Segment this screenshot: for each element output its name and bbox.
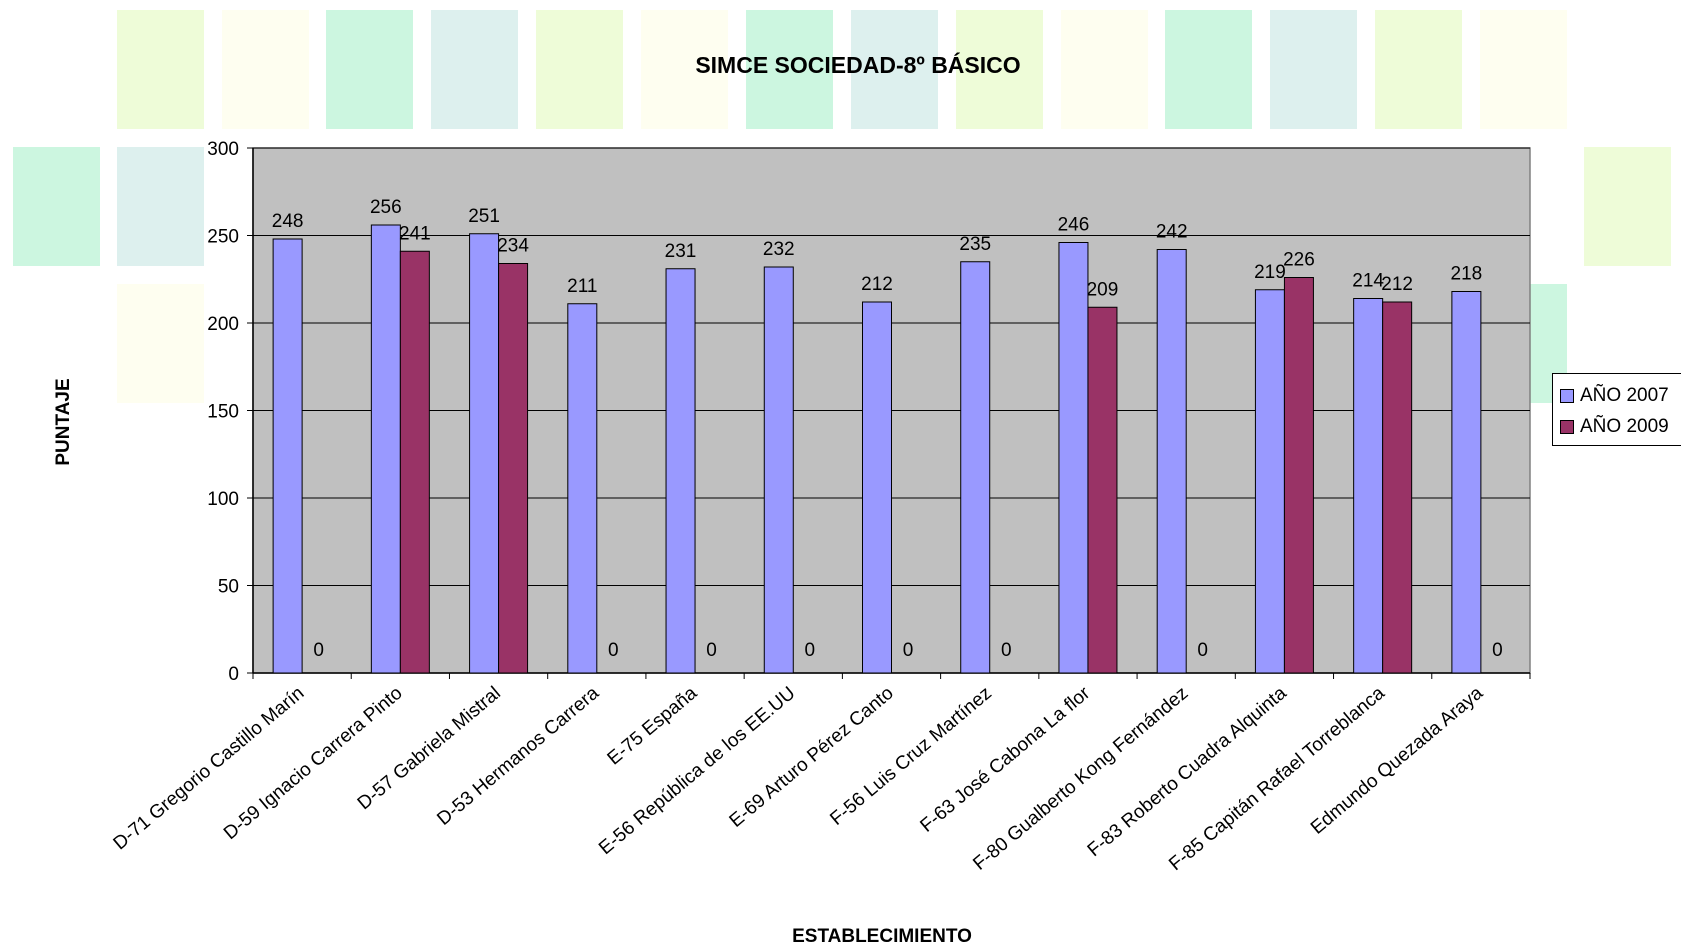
data-label: 232 [763,239,795,260]
x-tick-label: Edmundo Quezada Araya [1307,682,1488,838]
background-tile [1584,147,1671,266]
y-tick-label: 150 [207,402,239,423]
legend-label-2009: AÑO 2009 [1580,415,1669,437]
data-label: 248 [272,211,304,232]
bar-año-2009 [1382,301,1413,674]
y-tick-label: 300 [207,139,239,160]
background-tile [222,10,309,129]
bar-año-2007 [1058,242,1089,674]
background-tile [117,147,204,266]
data-label: 0 [804,640,815,661]
background-tile [851,10,938,129]
legend-label-2007: AÑO 2007 [1580,384,1669,406]
bar-año-2007 [1353,298,1384,674]
data-label: 241 [399,223,431,244]
background-tile [1165,10,1252,129]
y-tick-label: 0 [228,664,239,685]
background-tile [956,10,1043,129]
x-tick-label: D-53 Hermanos Carrera [433,682,603,829]
data-label: 0 [1001,640,1012,661]
bar-año-2007 [370,224,401,674]
bar-año-2007 [862,301,892,674]
bar-año-2007 [960,261,991,674]
x-tick-label: F-80 Gualberto Kong Fernández [969,683,1192,875]
bar-año-2007 [272,238,303,674]
data-label: 251 [468,206,500,227]
bar-año-2007 [567,303,598,674]
x-tick-label: D-71 Gregorio Castillo Marín [110,683,309,855]
data-label: 0 [1197,640,1208,661]
data-label: 212 [1381,274,1413,295]
background-tile [746,10,833,129]
legend: AÑO 2007 AÑO 2009 [1552,373,1681,446]
background-tile [13,147,100,266]
data-label: 218 [1451,264,1483,285]
data-label: 0 [608,640,619,661]
y-tick-label: 200 [207,314,239,335]
x-tick-label: E-75 España [604,682,702,769]
bar-año-2009 [498,263,529,674]
x-tick-label: D-59 Ignacio Carrera Pinto [220,683,407,844]
y-tick-label: 50 [218,577,239,598]
background-tile [1375,10,1462,129]
bar-año-2007 [763,266,794,674]
data-label: 211 [567,276,597,297]
background-tile [1061,10,1148,129]
data-label: 226 [1283,250,1315,271]
data-label: 256 [370,197,402,218]
data-label: 235 [959,234,991,255]
bar-año-2009 [1283,277,1314,674]
bar-año-2007 [469,233,500,674]
background-tile [431,10,518,129]
data-label: 212 [861,274,893,295]
legend-swatch-2009 [1560,419,1574,434]
background-tile [536,10,623,129]
data-label: 209 [1087,279,1119,300]
data-label: 0 [1492,640,1503,661]
bar-año-2007 [665,268,696,674]
y-tick-label: 250 [207,227,239,248]
data-label: 242 [1156,222,1188,243]
data-label: 234 [497,236,529,257]
bar-año-2007 [1156,249,1187,674]
data-label: 246 [1058,215,1090,236]
data-label: 0 [903,640,914,661]
y-tick-label: 100 [207,489,239,510]
data-label: 219 [1254,262,1286,283]
data-label: 0 [706,640,717,661]
x-tick-label: F-63 José Cabona La flor [916,682,1094,836]
bar-año-2009 [1087,306,1118,674]
legend-item-2009: AÑO 2009 [1560,411,1681,442]
background-tile [117,10,204,129]
x-tick-label: E-56 República de los EE.UU [595,683,799,859]
background-tile [1480,10,1567,129]
bar-año-2007 [1254,289,1285,674]
background-tile [1270,10,1357,129]
x-tick-label: E-69 Arturo Pérez Canto [726,683,898,832]
legend-item-2007: AÑO 2007 [1560,380,1681,411]
background-tile [117,284,204,403]
x-tick-label: F-56 Luis Cruz Martínez [826,683,996,830]
background-tile [326,10,413,129]
chart-title: SIMCE SOCIEDAD-8º BÁSICO [695,52,1021,78]
x-axis-label: ESTABLECIMIENTO [792,926,972,947]
data-label: 0 [313,640,324,661]
data-label: 214 [1352,271,1384,292]
data-label: 231 [665,241,697,262]
x-tick-label: F-85 Capitán Rafael Torreblanca [1165,682,1389,875]
legend-swatch-2007 [1560,388,1574,403]
x-tick-label: F-83 Roberto Cuadra Alquinta [1084,682,1291,861]
bar-año-2007 [1451,291,1482,674]
background-tile [641,10,728,129]
bar-año-2009 [399,250,430,674]
